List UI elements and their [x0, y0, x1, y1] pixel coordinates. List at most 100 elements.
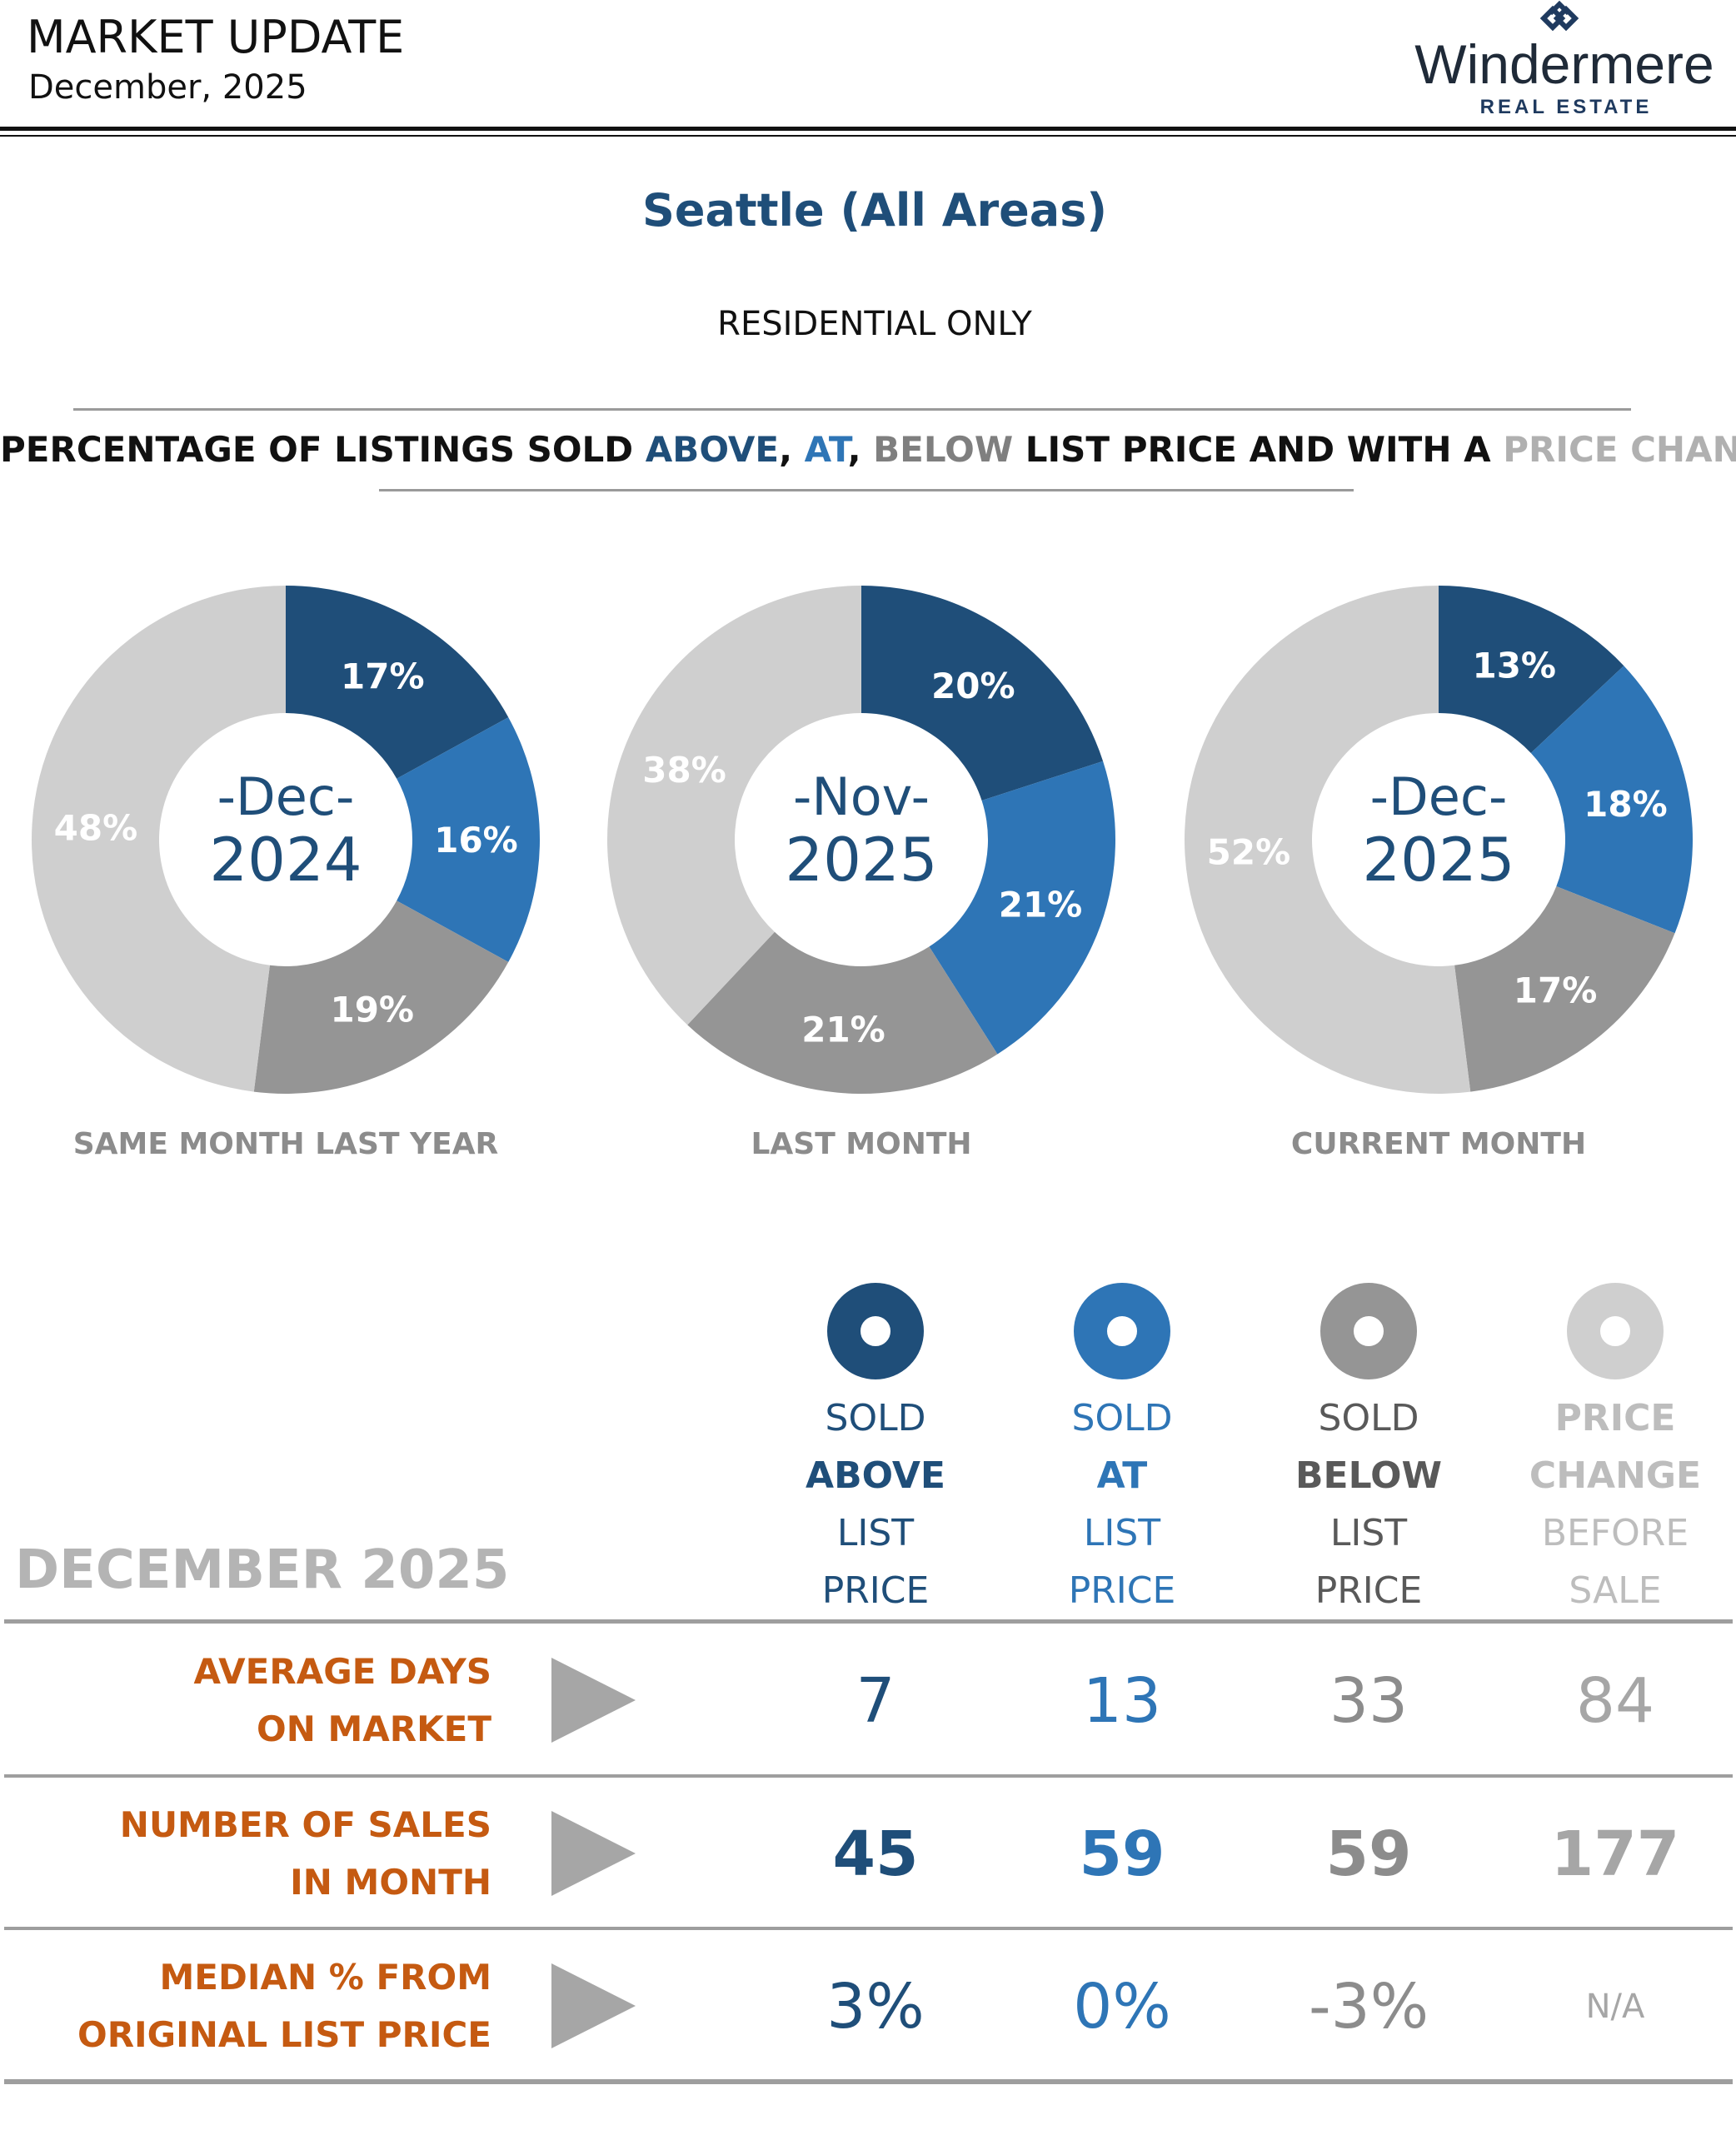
heading-at: AT	[804, 429, 848, 470]
cell-below: -3%	[1308, 1971, 1429, 2043]
legend-price-change-icon	[1567, 1283, 1664, 1379]
brand-tagline: REAL ESTATE	[1480, 96, 1653, 118]
col-header-line: AT	[1096, 1454, 1148, 1497]
heading-part-1: PERCENTAGE OF LISTINGS SOLD	[0, 429, 646, 470]
donut-data-label: 20%	[931, 666, 1015, 706]
donut-data-label: 16%	[434, 820, 518, 860]
donut-data-label: 19%	[330, 990, 414, 1030]
col-header-below: SOLD BELOW LIST PRICE	[1244, 1389, 1494, 1619]
donut-center-label: -Nov- 2025	[728, 768, 995, 895]
donut-slice-below	[1454, 885, 1675, 1092]
donut-data-label: 18%	[1584, 784, 1668, 825]
col-header-line: PRICE	[1068, 1569, 1176, 1612]
heading-above: ABOVE	[645, 429, 780, 470]
table-rule	[4, 1774, 1733, 1778]
row-label-line: ORIGINAL LIST PRICE	[77, 2014, 491, 2055]
donut-slice-below	[253, 900, 509, 1094]
donut-slice-above	[1439, 586, 1624, 753]
donut-caption: SAME MONTH LAST YEAR	[72, 1127, 499, 1161]
cell-below: 59	[1325, 1818, 1412, 1890]
heading-sep-1: ,	[779, 429, 805, 470]
center-year: 2024	[209, 825, 362, 895]
section-heading: PERCENTAGE OF LISTINGS SOLD ABOVE, AT, B…	[0, 425, 1736, 475]
center-month: -Dec-	[217, 766, 355, 827]
donut-caption: LAST MONTH	[751, 1127, 972, 1161]
donut-data-label: 21%	[801, 1009, 885, 1050]
row-label-line: IN MONTH	[290, 1862, 491, 1903]
col-header-above: SOLD ABOVE LIST PRICE	[751, 1389, 1000, 1619]
col-header-line: PRICE	[821, 1569, 930, 1612]
donut-slice-above	[286, 586, 509, 779]
center-month: -Dec-	[1369, 766, 1508, 827]
row-label-line: MEDIAN % FROM	[159, 1957, 492, 1998]
col-header-line: LIST	[1329, 1512, 1408, 1554]
col-header-line: ABOVE	[806, 1454, 945, 1497]
table-title: DECEMBER 2025	[15, 1539, 510, 1601]
row-arrow-icon	[551, 1811, 636, 1896]
cell-price-change: 177	[1550, 1818, 1680, 1890]
row-label-line: NUMBER OF SALES	[119, 1804, 491, 1845]
col-header-line: PRICE	[1314, 1569, 1423, 1612]
windermere-logo: Windermere REAL ESTATE	[1414, 0, 1714, 118]
row-label: MEDIAN % FROM ORIGINAL LIST PRICE	[33, 1948, 491, 2063]
cell-below: 33	[1329, 1665, 1409, 1737]
donut-slice-price-change	[607, 586, 861, 1025]
table-rule	[4, 1927, 1733, 1930]
donut-slice-price-change	[31, 586, 286, 1092]
cell-at: 0%	[1073, 1971, 1171, 2043]
donut-data-label: 17%	[1514, 970, 1598, 1011]
cell-price-change: N/A	[1585, 1988, 1645, 2026]
donut-data-label: 17%	[341, 656, 425, 696]
center-year: 2025	[1362, 825, 1515, 895]
donut-slice-below	[687, 931, 998, 1094]
row-label: AVERAGE DAYS ON MARKET	[33, 1643, 492, 1758]
legend-at-icon	[1074, 1283, 1170, 1379]
cell-above: 3%	[826, 1971, 925, 2043]
col-header-line: LIST	[1083, 1512, 1161, 1554]
center-year: 2025	[785, 825, 938, 895]
section-rule-bottom	[379, 489, 1354, 491]
col-header-line: BEFORE	[1541, 1512, 1689, 1554]
col-header-line: CHANGE	[1529, 1454, 1702, 1497]
donut-slice-at	[1530, 666, 1693, 934]
region-title: Seattle (All Areas)	[641, 184, 1108, 237]
donut-charts: 17% 16% 19% 48% 20% 21% 21% 38% 13% 18% 17% 52%	[31, 585, 1693, 1094]
subtitle: RESIDENTIAL ONLY	[717, 305, 1032, 343]
donut-data-label: 13%	[1472, 645, 1556, 686]
row-arrow-icon	[551, 1658, 636, 1743]
col-header-price-change: PRICE CHANGE BEFORE SALE	[1490, 1389, 1736, 1619]
donut-data-label: 48%	[54, 808, 138, 849]
table-rule	[4, 1619, 1733, 1624]
donut-data-label: 21%	[999, 884, 1083, 925]
donut-slice-above	[861, 586, 1104, 801]
cell-price-change: 84	[1575, 1665, 1655, 1737]
header-rule	[0, 127, 1736, 131]
col-header-line: LIST	[836, 1512, 915, 1554]
row-arrow-icon	[551, 1963, 636, 2048]
cell-at: 59	[1079, 1818, 1165, 1890]
donut-slice-at	[397, 717, 540, 962]
donut-slice-at	[929, 761, 1115, 1055]
col-header-line: SOLD	[1318, 1397, 1419, 1439]
report-date: December, 2025	[28, 68, 307, 107]
heading-part-2: LIST PRICE AND WITH A	[1013, 429, 1504, 470]
donut-center-label: -Dec- 2025	[1305, 766, 1572, 895]
col-header-line: BELOW	[1295, 1454, 1442, 1497]
row-label-line: ON MARKET	[256, 1709, 491, 1749]
report-title: MARKET UPDATE	[27, 11, 405, 63]
heading-price-change: PRICE CHANGE	[1503, 429, 1736, 470]
donut-data-label: 38%	[642, 750, 726, 791]
col-header-at: SOLD AT LIST PRICE	[997, 1389, 1247, 1619]
cell-above: 7	[856, 1665, 895, 1737]
col-header-line: SOLD	[825, 1397, 926, 1439]
brand-name: Windermere	[1414, 33, 1714, 95]
col-header-line: SOLD	[1071, 1397, 1173, 1439]
col-header-line: SALE	[1569, 1569, 1662, 1612]
legend-below-icon	[1320, 1283, 1417, 1379]
heading-sep-2: ,	[847, 429, 874, 470]
donut-slice-price-change	[1185, 585, 1471, 1094]
heading-below: BELOW	[873, 429, 1014, 470]
donut-data-label: 52%	[1207, 831, 1291, 872]
logo-mark-icon	[1539, 0, 1579, 32]
row-label: NUMBER OF SALES IN MONTH	[33, 1796, 491, 1911]
